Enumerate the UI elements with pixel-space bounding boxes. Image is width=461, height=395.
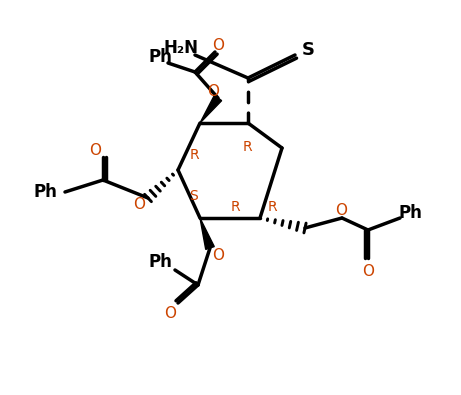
Text: H₂N: H₂N [164,39,199,57]
Text: O: O [335,203,347,218]
Text: O: O [362,265,374,280]
Text: O: O [89,143,101,158]
Text: Ph: Ph [398,204,422,222]
Text: R: R [267,200,277,214]
Text: R: R [242,140,252,154]
Text: O: O [207,83,219,98]
Text: O: O [164,305,176,320]
Text: S: S [301,41,314,59]
Text: S: S [189,189,197,203]
Text: R: R [189,148,199,162]
Text: O: O [212,38,224,53]
Polygon shape [200,218,214,249]
Text: O: O [212,248,224,263]
Text: Ph: Ph [148,253,172,271]
Text: R: R [230,200,240,214]
Text: O: O [133,196,145,211]
Polygon shape [200,95,222,123]
Text: Ph: Ph [148,48,172,66]
Text: Ph: Ph [33,183,57,201]
